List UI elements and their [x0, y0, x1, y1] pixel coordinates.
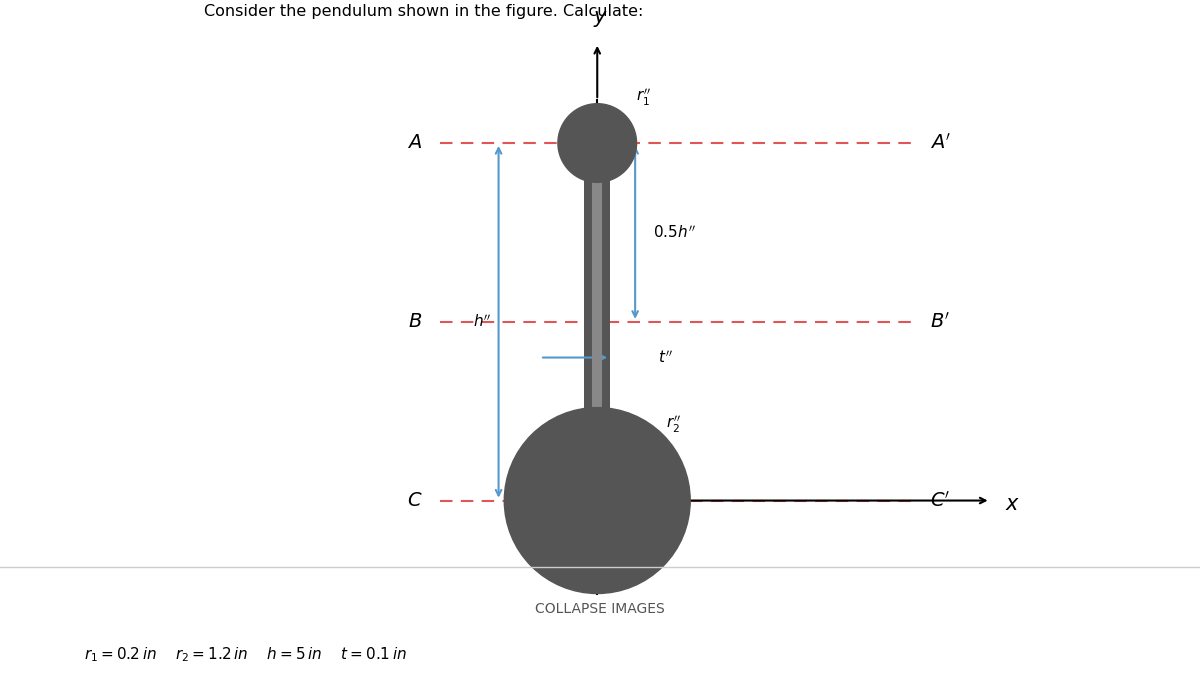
Text: $y$: $y$	[593, 8, 608, 28]
Text: COLLAPSE IMAGES: COLLAPSE IMAGES	[535, 602, 665, 616]
Text: $B$: $B$	[408, 313, 422, 331]
Text: Consider the pendulum shown in the figure. Calculate:: Consider the pendulum shown in the figur…	[204, 3, 643, 19]
Text: $B'$: $B'$	[930, 312, 950, 331]
Text: $r_1 = 0.2\,in$    $r_2 = 1.2\,in$    $h = 5\,in$    $t = 0.1\,in$: $r_1 = 0.2\,in$ $r_2 = 1.2\,in$ $h = 5\,…	[84, 646, 407, 664]
Text: $r_1''$: $r_1''$	[636, 87, 650, 108]
Bar	[584, 143, 610, 500]
Text: $C$: $C$	[407, 491, 422, 509]
Circle shape	[558, 104, 636, 183]
Text: $A'$: $A'$	[930, 133, 952, 153]
Text: $0.5h''$: $0.5h''$	[653, 224, 696, 241]
Text: $C'$: $C'$	[930, 491, 950, 511]
Circle shape	[504, 408, 690, 594]
Text: $x$: $x$	[1004, 495, 1020, 513]
Text: $t''$: $t''$	[658, 349, 673, 366]
Text: $r_2''$: $r_2''$	[666, 415, 680, 435]
Text: $h''$: $h''$	[473, 313, 492, 330]
Text: $A$: $A$	[407, 134, 422, 152]
Bar	[592, 143, 602, 500]
